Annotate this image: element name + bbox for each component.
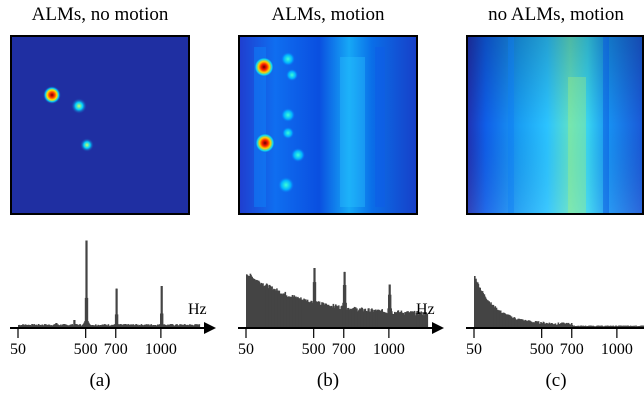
spectrum-bar (86, 297, 89, 328)
x-axis-arrow (204, 322, 216, 334)
x-tick-label: 1000 (373, 341, 405, 358)
spectrum-bar (161, 286, 163, 328)
x-unit-label: Hz (188, 301, 207, 318)
spectrum-bars (246, 268, 429, 328)
spectrum-bar (116, 288, 118, 328)
x-tick-label: 700 (332, 341, 356, 358)
heatmap-image (238, 35, 418, 215)
x-tick-label: 50 (466, 341, 482, 358)
alm-hotspot (71, 98, 87, 114)
spectrum-bar (426, 313, 429, 328)
x-tick-label: 500 (302, 341, 326, 358)
heatmap-image (10, 35, 190, 215)
panel-b: ALMs, motion (238, 0, 444, 400)
panel-title: ALMs, motion (271, 4, 385, 25)
spectrum-bar (73, 320, 76, 328)
panel-title: ALMs, no motion (31, 4, 169, 25)
x-tick-label: 700 (560, 341, 584, 358)
x-tick-label: 50 (238, 341, 254, 358)
panel-caption: (b) (316, 370, 340, 391)
spectrum-bar (161, 313, 164, 328)
x-tick-label: 50 (10, 341, 26, 358)
x-tick-label: 1000 (601, 341, 633, 358)
spectrum-chart: Hz 50 500 700 1000 (238, 222, 448, 362)
x-tick-label: 1000 (145, 341, 177, 358)
x-tick-label: 500 (74, 341, 98, 358)
alm-hotspot (43, 86, 61, 104)
spectrum-bars (18, 240, 201, 328)
x-unit-label: Hz (416, 301, 435, 318)
panel-caption: (c) (545, 370, 567, 391)
panel-caption: (a) (89, 370, 111, 391)
spectrum-bar (86, 240, 88, 328)
alm-hotspot (254, 57, 274, 77)
heatmap-image (466, 35, 644, 215)
panel-c: no ALMs, motion (466, 0, 644, 400)
spectrum-bar (116, 314, 119, 328)
spectrum-bars (474, 276, 644, 328)
x-tick-label: 700 (104, 341, 128, 358)
panel-title: no ALMs, motion (488, 4, 624, 25)
alm-hotspot (80, 138, 94, 152)
panel-a: ALMs, no motion (10, 0, 216, 400)
spectrum-bar (198, 324, 201, 328)
x-tick-label: 500 (530, 341, 554, 358)
x-axis-arrow (432, 322, 444, 334)
alm-hotspot (255, 133, 275, 153)
spectrum-chart: Hz 50 500 700 1000 (10, 222, 220, 362)
